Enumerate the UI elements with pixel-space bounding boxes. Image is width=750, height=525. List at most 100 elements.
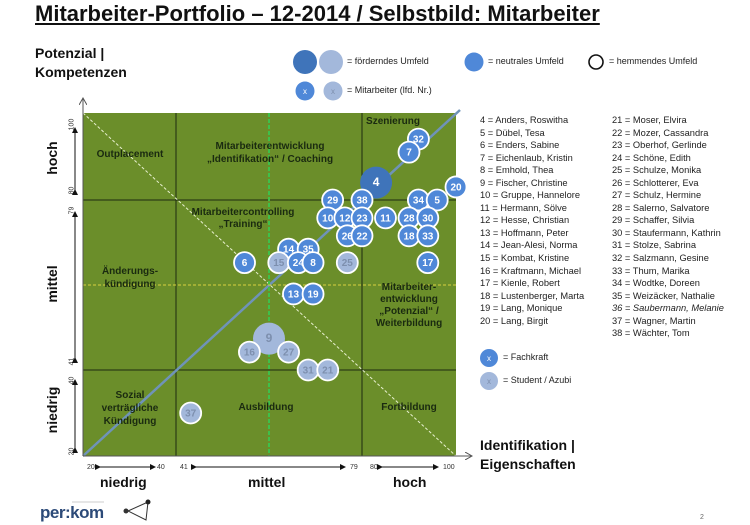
point-11: 11 — [374, 206, 397, 230]
legend-hemmend-icon — [588, 54, 604, 70]
name-entry: 34 = Wodtke, Doreen — [612, 278, 700, 289]
name-entry: 6 = Enders, Sabine — [480, 140, 560, 151]
legend-student-label: = Student / Azubi — [503, 375, 572, 385]
point-5: 5 — [425, 188, 449, 212]
name-entry: 13 = Hoffmann, Peter — [480, 227, 569, 238]
point-label: 30 — [422, 213, 434, 224]
point-label: 33 — [422, 231, 434, 242]
diagonal-line — [82, 109, 461, 457]
point-marker — [301, 251, 325, 275]
x-tick-100: 100 — [443, 464, 455, 471]
point-marker — [416, 224, 440, 248]
names-list-left: 4 = Anders, Roswitha 5 = Dübel, Tesa 6 = E… — [480, 114, 584, 327]
name-entry: 8 = Emhold, Thea — [480, 165, 554, 176]
point-label: 14 — [283, 245, 295, 256]
name-entry: 32 = Salzmann, Gesine — [612, 253, 709, 264]
point-label: 6 — [242, 258, 248, 269]
name-entry: 16 = Kraftmann, Michael — [480, 265, 582, 276]
name-entry: 28 = Salerno, Salvatore — [612, 202, 710, 213]
point-15: 15 — [267, 251, 291, 275]
quadrant-label-mid-right-4: Weiterbildung — [375, 318, 443, 329]
x-tick-20: 20 — [87, 464, 95, 471]
logo-text: per:kom — [40, 503, 104, 522]
name-entry: 35 = Weizäcker, Nathalie — [612, 290, 715, 301]
point-19: 19 — [301, 282, 325, 306]
legend-foerdernd-dark-icon — [293, 50, 317, 74]
point-marker — [179, 401, 203, 425]
name-entry: 14 = Jean-Alesi, Norma — [480, 240, 578, 251]
point-label: 23 — [356, 213, 368, 224]
x-axis-title-2: Eigenschaften — [480, 456, 576, 472]
point-label: 25 — [342, 258, 354, 269]
point-16: 16 — [238, 340, 261, 364]
point-label: 22 — [356, 231, 368, 242]
legend-student-x: x — [487, 377, 491, 386]
legend-mitarbeiter-student-icon — [323, 81, 343, 101]
point-label: 20 — [450, 182, 462, 193]
name-entry: 20 = Lang, Birgit — [480, 315, 548, 326]
quadrant-label-mid-mid-1: Mitarbeitercontrolling — [191, 207, 295, 218]
name-entry: 15 = Kombat, Kristine — [480, 253, 570, 264]
legend-foerdernd-light-icon — [319, 50, 343, 74]
point-label: 31 — [303, 366, 315, 377]
x-tick-80: 80 — [370, 464, 378, 471]
x-band-niedrig: niedrig — [100, 474, 147, 490]
name-entry: 29 = Schaffer, Silvia — [612, 215, 695, 226]
name-entry: 27 = Schulz, Hermine — [612, 190, 702, 201]
point-8: 8 — [301, 251, 325, 275]
point-label: 27 — [283, 348, 295, 359]
name-entry: 17 = Kienle, Robert — [480, 278, 560, 289]
name-entry: 38 = Wächter, Tom — [612, 328, 690, 339]
x-band-hoch: hoch — [393, 474, 427, 490]
quadrant-label-bot-left-2: verträgliche — [101, 403, 159, 414]
point-22: 22 — [350, 224, 374, 248]
legend-fachkraft-label: = Fachkraft — [503, 352, 549, 362]
legend-student-icon — [480, 372, 498, 390]
point-marker — [416, 251, 440, 275]
name-entry: 24 = Schöne, Edith — [612, 152, 691, 163]
name-entry: 11 = Hermann, Sölve — [480, 202, 567, 213]
names-list-right: 21 = Moser, Elvira 22 = Mozer, Cassandra 2… — [612, 114, 724, 340]
point-label: 24 — [293, 258, 305, 269]
legend-neutral-icon — [464, 52, 484, 72]
point-marker — [253, 322, 285, 355]
name-entry: 5 = Dübel, Tesa — [480, 127, 545, 138]
point-7: 7 — [397, 140, 421, 164]
point-marker — [350, 224, 374, 248]
quadrant-label-mid-right-3: „Potenzial“ / — [379, 306, 439, 317]
name-entry: 33 = Thum, Marika — [612, 265, 690, 276]
perkom-logo — [72, 499, 151, 521]
quadrant-label-bot-right: Fortbildung — [381, 402, 437, 413]
point-20: 20 — [444, 175, 468, 199]
point-marker — [301, 282, 325, 306]
point-label: 19 — [307, 289, 319, 300]
quadrant-label-mid-left-2: kündigung — [104, 279, 156, 290]
point-label: 7 — [406, 148, 412, 159]
name-entry: 23 = Oberhof, Gerlinde — [612, 140, 707, 151]
legend-marker-x-light: x — [331, 87, 335, 96]
point-label: 16 — [244, 348, 256, 359]
name-entry: 37 = Wagner, Martin — [612, 315, 696, 326]
point-label: 15 — [273, 258, 285, 269]
point-6: 6 — [233, 251, 256, 275]
point-label: 38 — [356, 196, 368, 207]
point-25: 25 — [335, 251, 359, 275]
y-axis-title-1: Potenzial | — [35, 45, 105, 61]
point-marker — [397, 140, 421, 164]
point-label: 32 — [413, 135, 425, 146]
name-entry: 7 = Eichenlaub, Kristin — [480, 152, 573, 163]
point-label: 10 — [322, 213, 334, 224]
point-21: 21 — [316, 358, 340, 382]
point-label: 8 — [310, 258, 316, 269]
page-number: 2 — [700, 514, 704, 521]
quadrant-label-top-right: Szenierung — [366, 116, 420, 127]
point-label: 12 — [339, 213, 351, 224]
point-marker — [374, 206, 397, 230]
quadrant-label-top-mid-2: „Identifikation“ / Coaching — [206, 154, 334, 165]
point-marker — [233, 251, 256, 275]
name-entry: 18 = Lustenberger, Marta — [480, 290, 585, 301]
legend-fachkraft-x: x — [487, 354, 491, 363]
point-label: 9 — [266, 331, 273, 345]
x-axis-title-1: Identifikation | — [480, 437, 575, 453]
